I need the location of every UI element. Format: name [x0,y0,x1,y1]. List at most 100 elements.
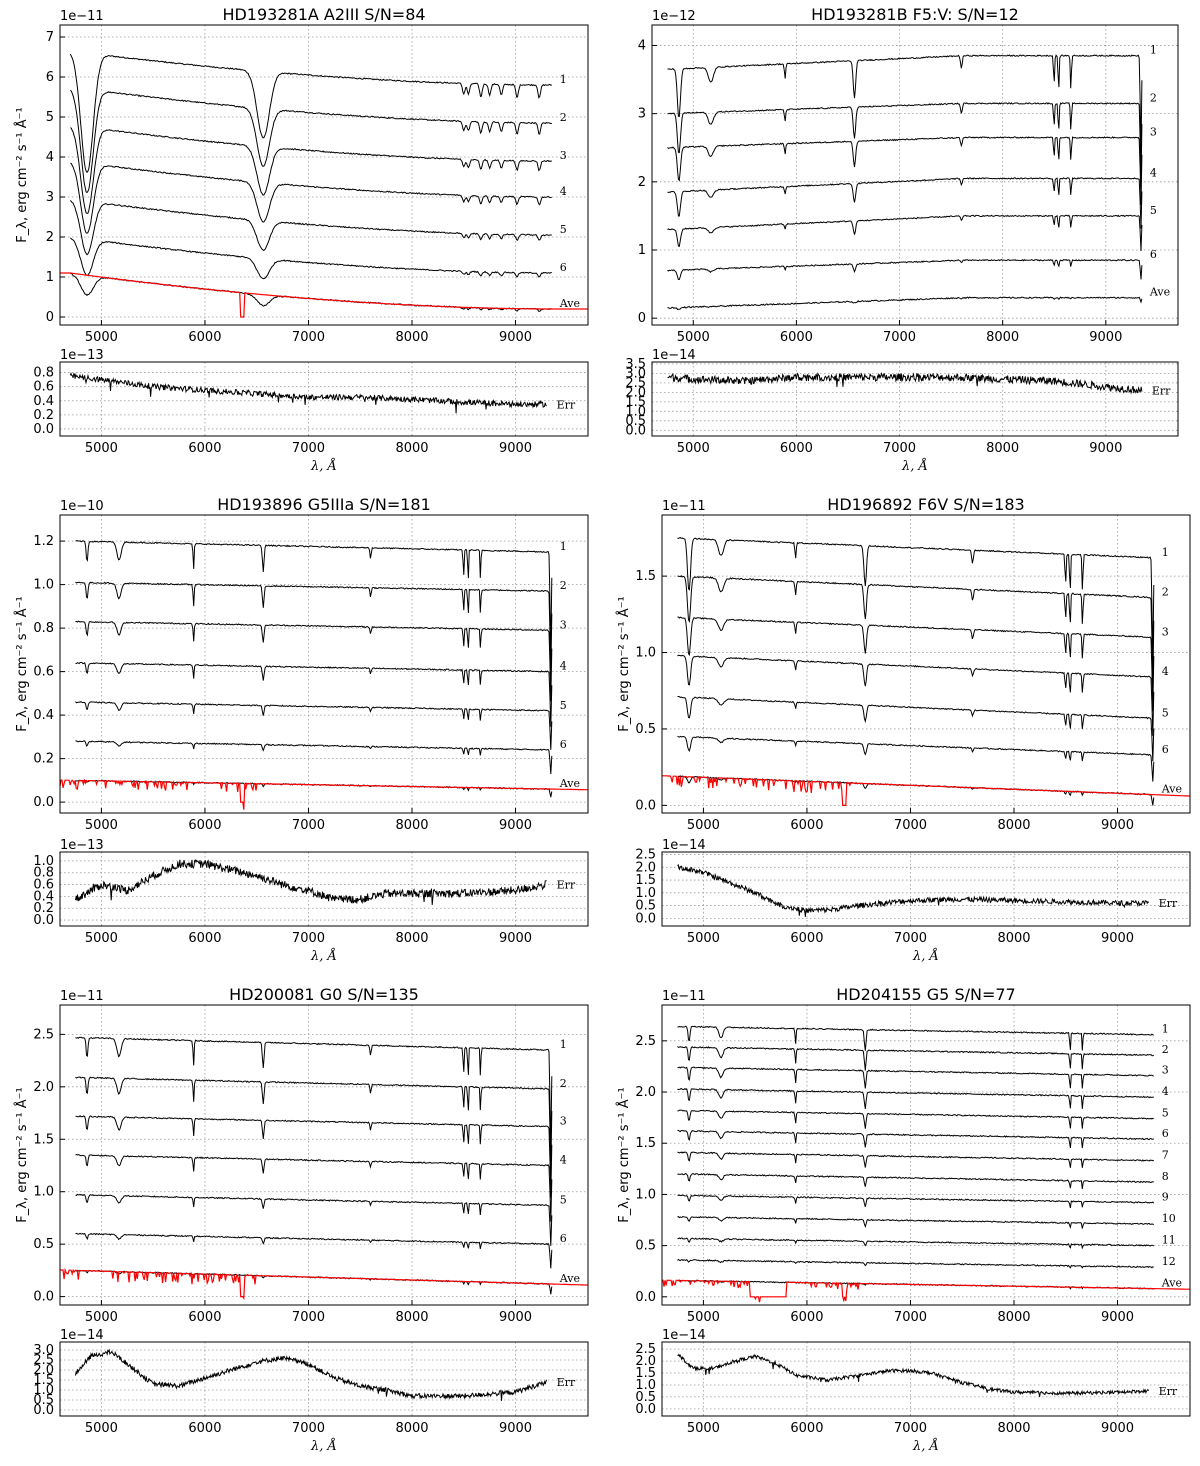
x-tick-label: 6000 [790,1310,823,1325]
spectrum-label: 5 [560,1193,567,1206]
y-tick-label: 1.5 [635,873,656,888]
y-tick-label: 0.0 [635,1290,656,1305]
y-tick-label: 5 [46,110,54,125]
y-tick-label: 0.0 [33,913,54,928]
spectrum-line [75,540,553,655]
spectrum-line [677,735,1155,782]
panel-4: HD196892 F6V S/N=183 1e−11 1 2 3 4 5 6 Ave 0.0 0.5… [616,495,1191,833]
x-tick-label: 9000 [1101,818,1134,833]
x-tick-label: 9000 [1089,441,1122,456]
error-label: Err [557,879,576,892]
y-tick-label: 0.4 [33,708,54,723]
x-tick-label: 5000 [687,1421,720,1436]
y-tick-label: 3.5 [625,357,646,372]
spectrum-label: 1 [560,540,567,553]
error-line [69,371,547,414]
y-tick-label: 3.0 [33,1343,54,1358]
chart-title: HD193281B F5:V: S/N=12 [811,5,1019,24]
spectrum-line [69,53,552,174]
plot-frame [661,514,1191,814]
spectrum-red-line [661,775,1191,807]
x-tick-label: 5000 [677,330,710,345]
spectrum-label: 2 [560,111,567,124]
y-tick-label: 1.0 [33,1185,54,1200]
y-multiplier: 1e−13 [60,838,104,853]
x-tick-label: 8000 [395,931,428,946]
x-tick-label: 7000 [292,441,325,456]
y-multiplier: 1e−14 [662,838,706,853]
spectrum-label: 3 [1162,625,1169,638]
spectrum-label: 6 [560,738,567,751]
plot-frame [661,1004,1191,1306]
y-multiplier: 1e−13 [60,348,104,363]
y-tick-label: 1.0 [635,646,656,661]
x-tick-label: 5000 [85,330,118,345]
x-tick-label: 7000 [292,818,325,833]
chart-title: HD193896 G5IIIa S/N=181 [217,495,431,514]
spectrum-label: 7 [1162,1149,1169,1162]
y-tick-label: 0.4 [33,394,54,409]
y-tick-label: 0.5 [635,722,656,737]
y-axis-label: F_λ, erg cm⁻² s⁻¹ Å⁻¹ [616,1087,632,1222]
spectrum-label: Ave [559,297,580,310]
plot-frame [59,514,589,814]
spectrum-line [677,1109,1154,1129]
spectrum-line [667,296,1143,311]
y-tick-label: 1.0 [635,886,656,901]
y-tick-label: 2.5 [625,376,646,391]
spectrum-label: Ave [1161,783,1182,796]
spectrum-line [677,1194,1155,1209]
x-axis-label: λ, Å [901,458,928,474]
error-frame [59,851,589,927]
y-tick-label: 0.2 [33,752,54,767]
y-tick-label: 2.5 [33,1353,54,1368]
spectrum-label: 4 [1150,166,1157,179]
x-tick-label: 6000 [780,441,813,456]
spectrum-label: 4 [1162,665,1169,678]
spectrum-label: 1 [560,73,567,86]
x-tick-label: 9000 [1101,931,1134,946]
spectrum-red-line [59,778,588,810]
error-panel-5: 1e−14 0.00.51.01.52.02.53.0 5000 6000 7000 80… [33,1328,589,1454]
spectrum-line [677,537,1155,663]
error-line [75,859,547,905]
spectrum-label: 1 [1162,1023,1169,1036]
y-tick-label: 2.0 [635,1354,656,1369]
y-tick-label: 1 [46,270,54,285]
y-tick-label: 0 [638,311,646,326]
x-tick-label: 9000 [499,330,532,345]
spectrum-label: 3 [1150,126,1157,139]
error-panel-1: 1e−13 0.00.20.40.60.8 5000 6000 7000 8000 9000… [33,348,589,474]
y-tick-label: 2.0 [33,1363,54,1378]
y-tick-label: 3 [46,190,54,205]
spectrum-label: 6 [1162,743,1169,756]
y-tick-label: 2.5 [33,1027,54,1042]
spectrum-label: 10 [1162,1212,1176,1225]
y-tick-label: 2.0 [635,1085,656,1100]
spectrum-line [677,775,1155,806]
spectrum-label: 8 [1162,1170,1169,1183]
spectrum-label: 5 [560,699,567,712]
spectrum-label: 1 [1162,546,1169,559]
spectrum-line [75,700,553,750]
y-tick-label: 0.2 [33,901,54,916]
x-axis-label: λ, Å [310,948,337,964]
spectrum-label: 2 [560,579,567,592]
spectrum-line [677,1151,1154,1168]
x-tick-label: 9000 [499,818,532,833]
y-tick-label: 6 [46,70,54,85]
x-tick-label: 5000 [687,1310,720,1325]
spectrum-label: Ave [559,777,580,790]
spectrum-line [75,661,553,727]
y-tick-label: 0.8 [33,621,54,636]
x-tick-label: 8000 [997,931,1030,946]
y-tick-label: 1.5 [635,1366,656,1381]
spectrum-line [75,1193,553,1246]
x-axis-label: λ, Å [912,1438,939,1454]
spectrum-line [75,581,553,678]
x-tick-label: 7000 [292,330,325,345]
x-tick-label: 8000 [395,441,428,456]
x-tick-label: 7000 [883,441,916,456]
x-tick-label: 8000 [395,818,428,833]
